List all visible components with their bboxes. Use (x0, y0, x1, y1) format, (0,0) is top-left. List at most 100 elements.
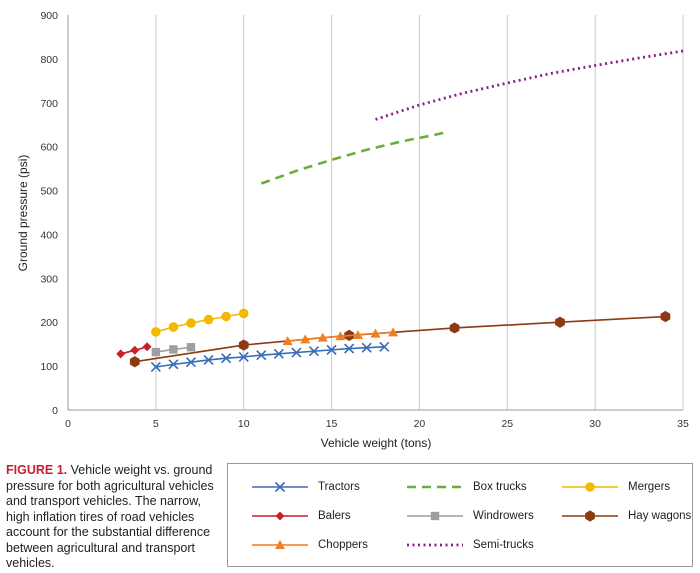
series-choppers (282, 327, 399, 346)
choppers-point (335, 331, 346, 341)
series-windrowers (151, 343, 196, 357)
legend-label-hay-wagons: Hay wagons (628, 510, 692, 522)
legend-swatch-mergers (562, 482, 618, 492)
y-tick-label: 800 (40, 54, 58, 66)
tractors-line (155, 346, 385, 368)
tractors-point (168, 359, 179, 370)
legend-item-windrowers: Windrowers (405, 507, 534, 525)
tractors-point (150, 361, 161, 373)
legend-marker-tractors (274, 481, 286, 493)
tractors-point (256, 350, 267, 361)
x-axis-label: Vehicle weight (tons) (321, 436, 432, 450)
series-box-trucks (260, 130, 447, 185)
choppers-point (300, 334, 311, 344)
legend-item-mergers: Mergers (560, 478, 670, 496)
tractors-point (221, 353, 232, 364)
tractors-point (238, 351, 249, 362)
series-balers (116, 342, 152, 359)
y-tick-label: 200 (40, 317, 58, 329)
balers-point (130, 345, 140, 355)
figure-caption-text: Vehicle weight vs. ground pressure for b… (6, 463, 214, 570)
legend-label-choppers: Choppers (318, 539, 368, 551)
legend-item-tractors: Tractors (250, 478, 360, 496)
legend-swatch-windrowers (407, 511, 463, 521)
choppers-point (282, 336, 293, 346)
balers-point (116, 349, 126, 359)
legend-label-windrowers: Windrowers (473, 510, 534, 522)
series-hay-wagons (129, 310, 671, 368)
legend-marker-balers (275, 511, 285, 521)
series-layer (116, 49, 684, 373)
y-tick-label: 700 (40, 98, 58, 110)
hay-wagons-point (238, 339, 249, 351)
x-tick-label: 15 (326, 418, 338, 430)
y-tick-label: 600 (40, 142, 58, 154)
legend-swatch-balers (252, 511, 308, 521)
tractors-point (291, 347, 302, 358)
choppers-point (317, 332, 328, 342)
legend-swatch-semi-trucks (407, 543, 463, 547)
hay-wagons-point (660, 310, 671, 323)
mergers-point (151, 327, 161, 337)
ground-pressure-chart: 0 5 10 15 20 25 30 35 0 100 200 300 400 500 600 700 800 9… (16, 10, 689, 450)
choppers-point (370, 328, 381, 338)
legend-marker-windrowers (430, 511, 440, 521)
tractors-point (185, 357, 197, 368)
legend-item-box-trucks: Box trucks (405, 478, 527, 496)
legend-label-box-trucks: Box trucks (473, 481, 527, 493)
series-semi-trucks (375, 49, 684, 121)
balers-point (142, 342, 152, 352)
axes: 0 5 10 15 20 25 30 35 0 100 200 300 400 500 600 700 800 9… (40, 10, 689, 430)
chart-legend: Tractors Box trucks Mergers Balers Windr… (227, 463, 693, 567)
y-axis-label: Ground pressure (psi) (16, 155, 30, 272)
x-tick-label: 0 (65, 418, 71, 430)
tractors-point (326, 344, 337, 355)
legend-marker-mergers (585, 482, 595, 492)
tractors-point (308, 346, 320, 357)
legend-item-balers: Balers (250, 507, 351, 525)
mergers-point (238, 308, 249, 319)
y-tick-label: 0 (52, 405, 58, 417)
y-tick-label: 300 (40, 273, 58, 285)
figure-caption: FIGURE 1. Vehicle weight vs. ground pres… (6, 463, 218, 572)
hay-wagons-point (449, 322, 460, 334)
legend-label-balers: Balers (318, 510, 351, 522)
legend-swatch-hay-wagons (562, 510, 618, 522)
legend-label-tractors: Tractors (318, 481, 360, 493)
legend-item-choppers: Choppers (250, 536, 368, 554)
legend-marker-hay-wagons (585, 510, 595, 522)
series-mergers (151, 308, 249, 337)
windrowers-point (169, 345, 178, 354)
windrowers-point (186, 343, 196, 352)
tractors-point (379, 341, 390, 352)
series-tractors (150, 341, 390, 373)
mergers-point (168, 322, 179, 332)
legend-marker-choppers (275, 540, 285, 549)
legend-swatch-box-trucks (407, 485, 463, 489)
x-tick-label: 5 (153, 418, 159, 430)
y-tick-label: 500 (40, 186, 58, 198)
hay-wagons-line (134, 315, 666, 363)
tractors-point (361, 342, 372, 353)
tractors-point (203, 354, 214, 366)
choppers-point (388, 327, 399, 337)
y-tick-label: 900 (40, 10, 58, 22)
mergers-point (203, 314, 214, 325)
grid-lines (155, 15, 684, 410)
y-tick-label: 100 (40, 361, 58, 373)
figure-label: FIGURE 1. (6, 463, 68, 477)
legend-swatch-choppers (252, 540, 308, 549)
tractors-point (273, 348, 284, 359)
semi-trucks-line (375, 49, 684, 121)
legend-label-semi-trucks: Semi-trucks (473, 539, 534, 551)
mergers-point (186, 318, 196, 328)
legend-swatch-tractors (252, 481, 308, 493)
y-tick-label: 400 (40, 229, 58, 241)
tractors-point (344, 343, 355, 354)
legend-item-hay-wagons: Hay wagons (560, 507, 691, 525)
x-tick-label: 20 (414, 418, 426, 430)
x-tick-label: 10 (238, 418, 250, 430)
windrowers-point (151, 347, 161, 357)
mergers-point (221, 311, 231, 322)
x-tick-label: 30 (589, 418, 601, 430)
